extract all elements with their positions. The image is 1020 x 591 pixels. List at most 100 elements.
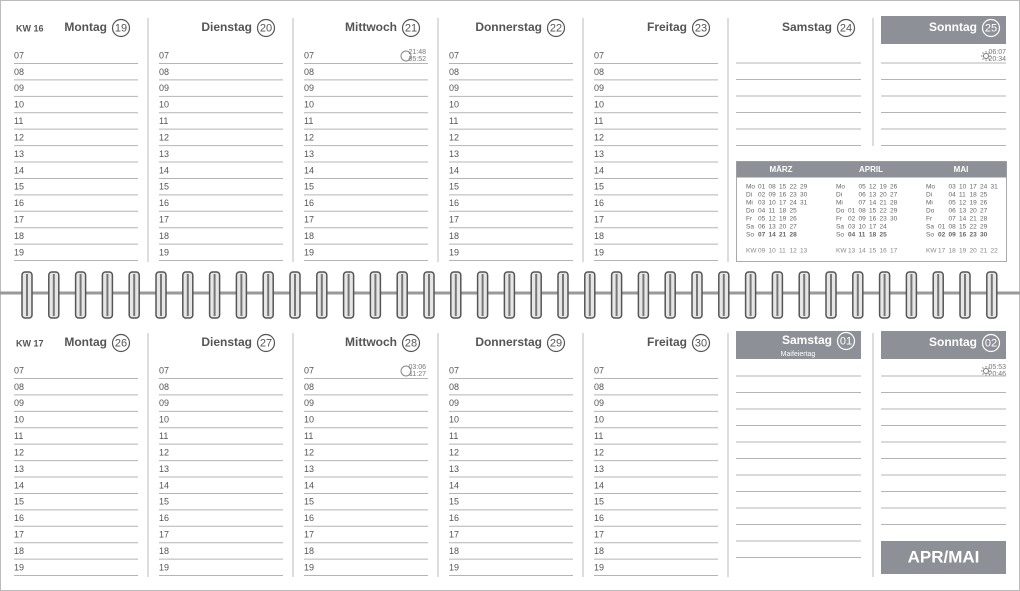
day-name: Samstag [782,333,832,347]
calendar-day: 04 [848,232,856,239]
hour-label: 14 [594,480,604,490]
day-date: 29 [550,337,562,349]
calendar-day: 17 [970,184,978,191]
calendar-day: 11 [779,248,786,255]
day-date: 26 [115,337,127,349]
hour-label: 18 [304,231,314,241]
calendar-day: 13 [769,224,777,231]
calendar-day: 05 [859,184,867,191]
day-date: 20 [260,22,272,34]
date-circle [836,331,856,351]
hour-label: 17 [304,530,314,540]
calendar-day: 29 [890,208,898,215]
calendar-day: 16 [779,192,787,199]
hour-label: 13 [304,464,314,474]
calendar-day: 18 [949,248,957,255]
weekday-label: Do [746,208,755,215]
date-circle [546,18,566,38]
mini-calendar-header [736,161,1007,178]
calendar-day: 26 [890,184,898,191]
hour-label: 14 [449,165,459,175]
day-name: Freitag [647,20,687,34]
hour-label: 19 [449,247,459,257]
hour-label: 09 [304,398,314,408]
hour-label: 11 [14,116,23,126]
hour-label: 18 [14,546,24,556]
day-date: 30 [695,337,707,349]
hour-label: 08 [449,67,459,77]
calendar-day: 23 [970,232,978,239]
calendar-day: 14 [869,200,877,207]
calendar-day: 12 [869,184,877,191]
weekday-label: Mo [836,184,845,191]
hour-label: 07 [159,50,169,60]
date-circle [981,333,1001,353]
hour-label: 09 [304,83,314,93]
hour-label: 11 [594,116,603,126]
day-name: Mittwoch [345,335,397,349]
hour-label: 18 [304,546,314,556]
hour-label: 13 [594,149,604,159]
calendar-day: 20 [880,192,888,199]
moon-sun-time: 05:52 [408,56,426,63]
day-date: 28 [405,337,417,349]
hour-label: 11 [449,431,458,441]
day-date: 24 [840,22,852,34]
hour-label: 08 [14,382,24,392]
hour-label: 07 [594,365,604,375]
hour-label: 12 [159,132,169,142]
calendar-day: 09 [769,192,777,199]
hour-label: 09 [449,398,459,408]
date-circle [401,333,421,353]
day-name: Dienstag [201,335,252,349]
hour-label: 08 [304,67,314,77]
calendar-day: 02 [758,192,766,199]
hour-label: 15 [304,497,314,507]
calendar-day: 11 [859,232,866,239]
sun-icon [983,53,989,59]
weekday-label: So [746,232,754,239]
calendar-day: 03 [848,224,856,231]
date-circle [691,18,711,38]
calendar-day: 17 [890,248,898,255]
hour-label: 11 [14,431,23,441]
hour-label: 13 [594,464,604,474]
hour-label: 19 [159,562,169,572]
hour-label: 15 [14,182,24,192]
hour-label: 14 [594,165,604,175]
hour-label: 13 [449,464,459,474]
calendar-day: 01 [848,208,856,215]
calendar-day: 21 [779,232,787,239]
day-name: Mittwoch [345,20,397,34]
weekday-label: KW [746,248,757,255]
calendar-day: 07 [758,232,766,239]
calendar-day: 14 [959,216,967,223]
day-date: 01 [840,335,852,347]
weekday-label: Fr [836,216,843,223]
moon-sun-time: 05:53 [988,364,1006,371]
calendar-day: 17 [779,200,787,207]
hour-label: 07 [304,50,314,60]
moon-sun-time: 20:46 [988,371,1006,378]
hour-label: 10 [449,100,459,110]
calendar-day: 26 [980,200,988,207]
hour-label: 11 [449,116,458,126]
calendar-day: 26 [790,216,798,223]
day-date: 22 [550,22,562,34]
date-circle [836,18,856,38]
date-circle [256,333,276,353]
calendar-day: 27 [890,192,898,199]
calendar-day: 25 [980,192,988,199]
hour-label: 17 [159,530,169,540]
calendar-day: 21 [980,248,988,255]
calendar-day: 15 [779,184,787,191]
moon-sun-time: 21:48 [408,49,426,56]
hour-label: 15 [159,182,169,192]
calendar-day: 30 [890,216,898,223]
hour-label: 19 [304,562,314,572]
weekday-label: Sa [746,224,754,231]
hour-label: 16 [449,198,459,208]
calendar-day: 07 [859,200,867,207]
sun-ray [988,58,990,60]
hour-label: 11 [594,431,603,441]
